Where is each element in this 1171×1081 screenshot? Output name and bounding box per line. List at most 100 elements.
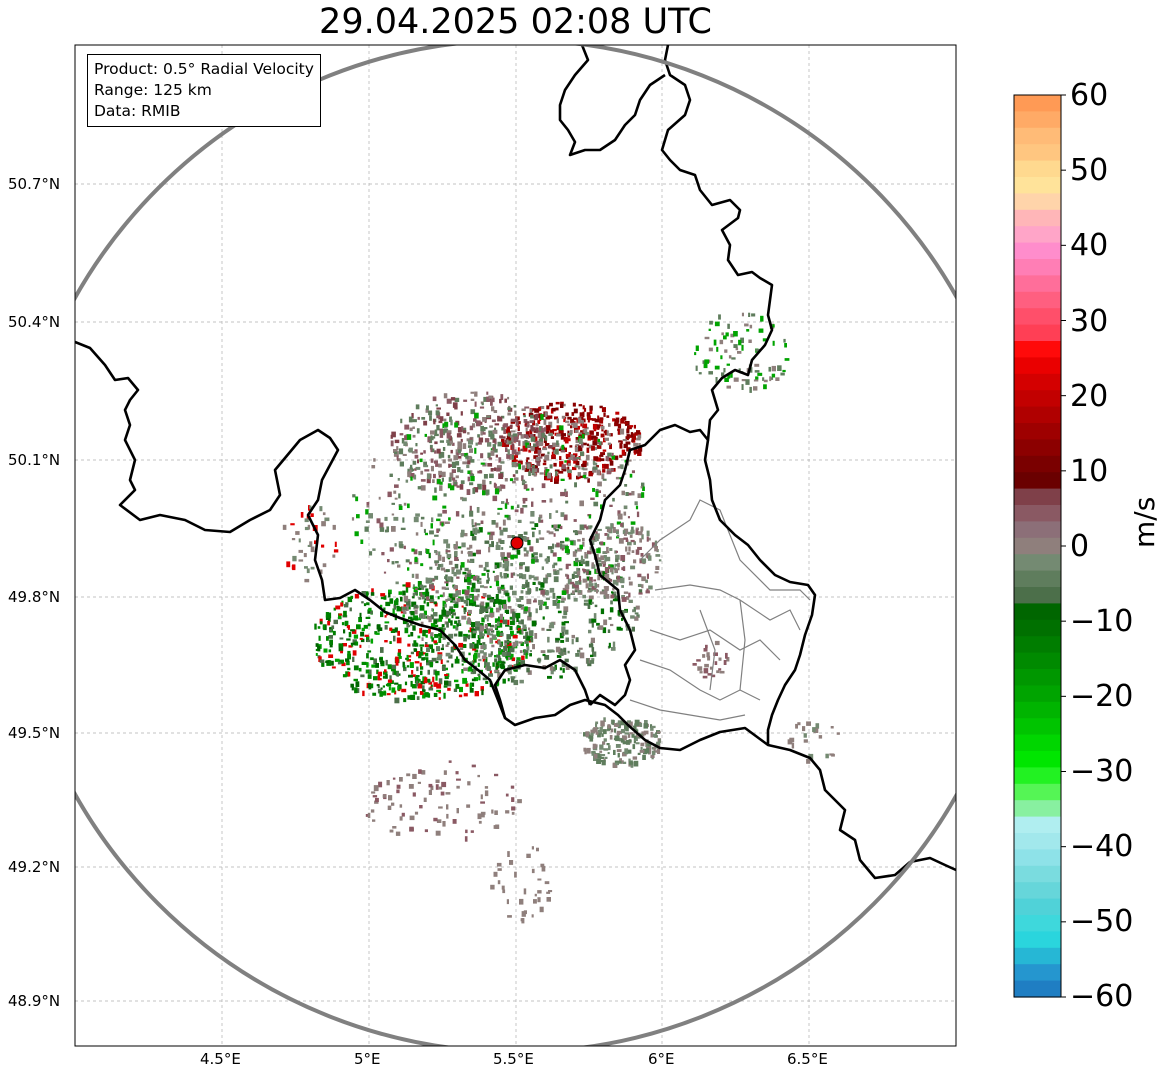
radar-echo-pixel [492,447,495,451]
radar-echo-pixel [574,465,579,468]
radar-echo-pixel [425,642,428,646]
radar-echo-pixel [512,547,516,551]
radar-echo-pixel [420,614,423,619]
radar-echo-pixel [345,671,350,677]
radar-echo-pixel [514,669,518,672]
radar-echo-pixel [435,590,439,594]
radar-echo-pixel [588,580,592,584]
radar-echo-pixel [458,694,463,698]
radar-echo-pixel [517,799,522,804]
radar-echo-pixel [616,534,620,538]
radar-echo-pixel [482,479,486,486]
radar-echo-pixel [525,431,530,436]
radar-echo-pixel [526,598,532,605]
radar-echo-pixel [587,663,592,667]
radar-echo-pixel [509,626,513,631]
radar-echo-pixel [501,438,505,444]
radar-echo-pixel [777,365,782,371]
radar-echo-pixel [512,433,518,437]
radar-echo-pixel [590,641,593,648]
radar-echo-pixel [560,449,566,453]
radar-echo-pixel [361,627,365,632]
radar-echo-pixel [582,594,586,599]
radar-echo-pixel [619,454,623,458]
radar-echo-pixel [637,493,643,498]
radar-echo-pixel [486,579,489,584]
radar-echo-pixel [641,584,644,589]
map-frame [74,44,957,1047]
radar-echo-pixel [490,651,493,656]
radar-echo-pixel [617,752,620,758]
radar-echo-pixel [634,738,638,742]
radar-echo-pixel [604,574,610,579]
radar-echo-pixel [501,427,506,431]
radar-echo-pixel [402,517,405,523]
radar-echo-pixel [411,670,414,674]
radar-echo-pixel [525,652,528,659]
radar-echo-pixel [836,732,840,735]
radar-echo-pixel [617,567,620,571]
radar-echo-pixel [589,536,595,542]
radar-echo-pixel [599,418,604,424]
radar-echo-pixel [371,664,376,668]
radar-echo-pixel [547,472,552,479]
radar-echo-pixel [394,439,400,444]
radar-echo-pixel [480,811,486,815]
radar-echo-pixel [519,679,524,684]
radar-echo-pixel [483,652,487,656]
radar-echo-pixel [429,415,432,421]
radar-echo-pixel [393,604,396,610]
radar-echo-pixel [560,540,565,544]
radar-echo-pixel [390,440,394,447]
radar-echo-pixel [465,595,469,599]
radar-echo-pixel [569,445,573,448]
radar-echo-pixel [445,550,451,553]
radar-echo-pixel [561,626,566,632]
radar-echo-pixel [511,811,515,815]
radar-echo-pixel [702,360,705,364]
colorbar-band [1014,127,1061,145]
radar-echo-pixel [723,335,727,340]
radar-echo-pixel [492,662,495,667]
radar-echo-pixel [471,525,475,528]
radar-echo-pixel [534,465,538,469]
radar-echo-pixel [438,806,443,809]
radar-echo-pixel [633,606,636,611]
radar-echo-pixel [507,412,511,416]
radar-echo-pixel [332,524,336,530]
radar-echo-pixel [454,406,458,410]
radar-echo-pixel [494,655,498,658]
radar-echo-pixel [623,511,627,516]
radar-echo-pixel [347,650,351,654]
radar-echo-pixel [620,738,624,742]
radar-echo-pixel [624,533,627,536]
radar-echo-pixel [333,607,336,611]
radar-echo-pixel [454,397,460,402]
radar-echo-pixel [713,339,717,346]
radar-echo-pixel [596,622,600,626]
radar-echo-pixel [551,451,555,457]
radar-echo-pixel [636,437,641,441]
radar-echo-pixel [585,583,589,589]
radar-echo-pixel [753,386,758,391]
radar-echo-pixel [504,514,509,518]
radar-echo-pixel [483,606,488,612]
radar-echo-pixel [393,453,399,457]
radar-echo-pixel [565,412,569,417]
radar-echo-pixel [529,420,534,424]
radar-echo-pixel [507,535,512,539]
radar-echo-pixel [544,881,550,885]
radar-echo-pixel [415,680,419,687]
radar-echo-pixel [617,610,620,616]
radar-echo-pixel [563,606,569,612]
radar-echo-pixel [637,531,643,536]
radar-echo-pixel [465,455,469,459]
info-product: Product: 0.5° Radial Velocity [94,60,314,78]
radar-echo-pixel [494,562,500,569]
radar-echo-pixel [583,423,588,429]
radar-echo-pixel [494,810,498,815]
radar-echo-pixel [520,607,525,610]
radar-echo-pixel [640,733,643,737]
radar-echo-pixel [522,413,526,416]
radar-echo-pixel [414,454,419,459]
